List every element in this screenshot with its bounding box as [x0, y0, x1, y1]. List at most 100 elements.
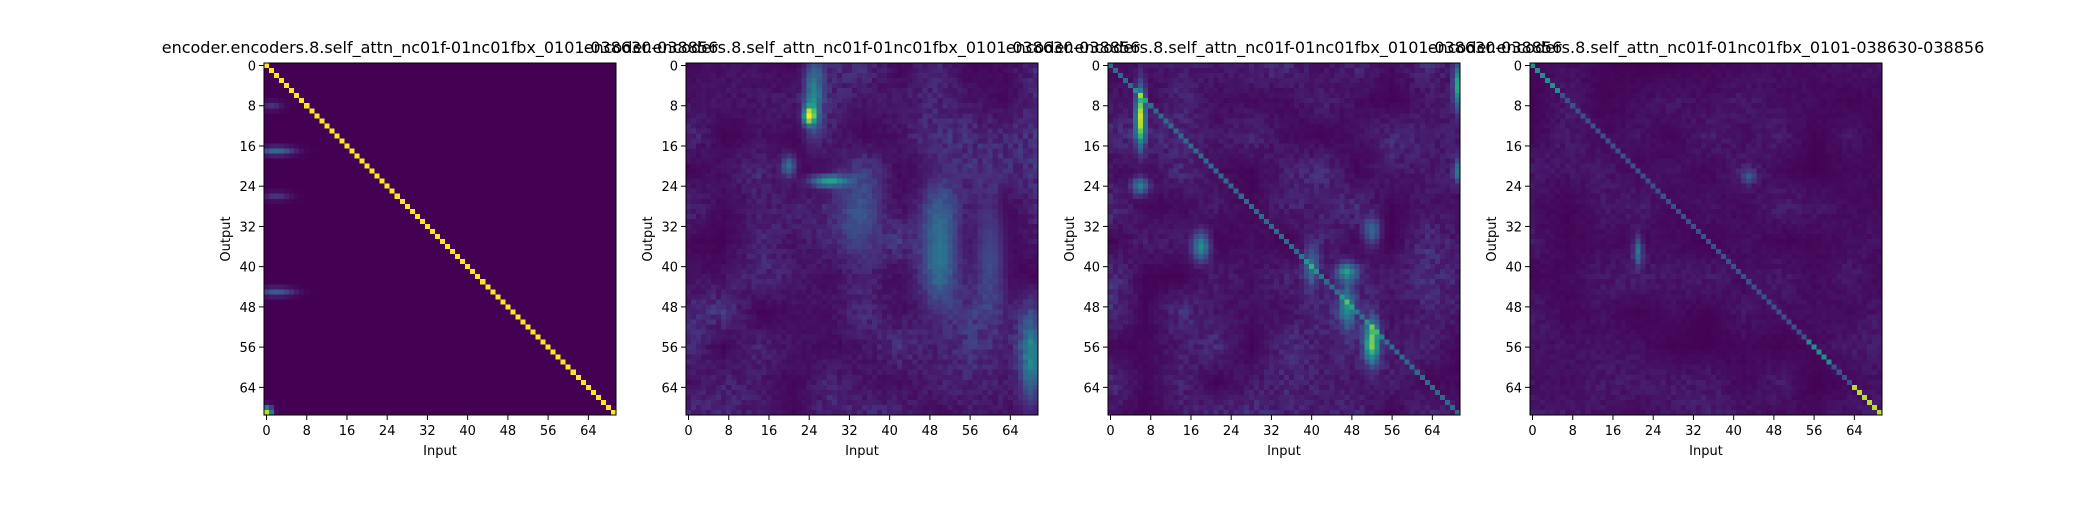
heatmap-cell	[600, 178, 607, 184]
heatmap-cell	[289, 98, 295, 104]
heatmap-cell	[304, 123, 310, 129]
heatmap-cell	[510, 163, 516, 169]
heatmap-cell	[580, 158, 587, 164]
heatmap-cell	[480, 354, 486, 360]
heatmap-cell	[419, 138, 426, 144]
heatmap-cell	[419, 324, 426, 330]
heatmap-cell	[560, 183, 567, 190]
heatmap-cell	[394, 359, 401, 366]
heatmap-cell	[470, 274, 476, 280]
heatmap-cell	[329, 334, 335, 340]
heatmap-cell	[299, 294, 305, 300]
heatmap-cell	[399, 68, 406, 74]
heatmap-cell	[465, 128, 471, 134]
heatmap-cell	[445, 329, 451, 335]
heatmap-cell	[525, 339, 531, 345]
heatmap-cell	[264, 163, 270, 169]
heatmap-cell	[374, 223, 380, 230]
heatmap-cell	[480, 138, 486, 144]
heatmap-cell	[545, 274, 551, 280]
heatmap-cell	[389, 349, 396, 355]
heatmap-cell	[349, 319, 355, 325]
heatmap-cell	[379, 103, 385, 109]
heatmap-cell	[550, 203, 556, 210]
heatmap-cell	[465, 409, 471, 416]
heatmap-cell	[299, 404, 305, 411]
heatmap-cell	[339, 289, 345, 295]
heatmap-cell	[440, 198, 446, 205]
heatmap-cell	[339, 218, 345, 225]
heatmap-cell	[445, 73, 451, 79]
heatmap-cell	[505, 133, 511, 139]
heatmap-cell	[605, 123, 612, 129]
heatmap-cell	[304, 173, 310, 179]
heatmap-cell	[510, 384, 516, 391]
heatmap-cell	[440, 218, 446, 225]
heatmap-cell	[304, 244, 310, 250]
heatmap-cell	[485, 304, 491, 310]
heatmap-cell	[460, 113, 466, 119]
heatmap-cell	[434, 208, 441, 215]
heatmap-cell	[570, 334, 577, 340]
heatmap-cell	[470, 138, 476, 144]
heatmap-cell	[605, 143, 612, 149]
heatmap-cell	[575, 193, 582, 200]
heatmap-cell	[440, 349, 446, 355]
heatmap-cell	[610, 138, 617, 144]
heatmap-cell	[299, 218, 305, 225]
heatmap-cell	[304, 369, 310, 376]
heatmap-cell	[434, 128, 441, 134]
heatmap-cell	[575, 78, 582, 84]
heatmap-cell	[384, 324, 391, 330]
heatmap-cell	[314, 208, 320, 215]
heatmap-cell	[600, 334, 607, 340]
heatmap-cell	[475, 289, 481, 295]
heatmap-cell	[304, 264, 310, 270]
heatmap-cell	[445, 409, 451, 416]
heatmap-cell	[515, 244, 521, 250]
heatmap-cell	[394, 223, 401, 230]
heatmap-cell	[424, 133, 431, 139]
heatmap-cell	[304, 329, 310, 335]
heatmap-cell	[540, 369, 546, 376]
heatmap-cell	[580, 394, 587, 401]
heatmap-cell	[600, 193, 607, 200]
heatmap-cell	[505, 168, 511, 174]
heatmap-cell	[304, 249, 310, 255]
heatmap-cell	[600, 314, 607, 320]
heatmap-cell	[314, 289, 320, 295]
heatmap-cell	[324, 153, 330, 159]
heatmap-cell	[384, 369, 391, 376]
heatmap-cell	[334, 213, 340, 220]
heatmap-cell	[299, 304, 305, 310]
heatmap-cell	[535, 183, 541, 190]
heatmap-cell	[535, 239, 541, 245]
heatmap-cell	[490, 138, 496, 144]
heatmap-cell	[424, 88, 431, 94]
heatmap-cell	[515, 203, 521, 210]
heatmap-cell	[505, 279, 511, 285]
heatmap-cell	[334, 158, 340, 164]
heatmap-cell	[314, 284, 320, 290]
heatmap-cell	[279, 193, 285, 200]
heatmap-cell	[535, 178, 541, 184]
heatmap-cell	[575, 148, 582, 154]
heatmap-cell	[470, 344, 476, 350]
heatmap-cell	[530, 73, 536, 79]
heatmap-cell	[364, 233, 370, 240]
heatmap-cell	[299, 228, 305, 235]
heatmap-cell	[424, 284, 431, 290]
heatmap-cell	[545, 299, 551, 305]
heatmap-cell	[354, 244, 360, 250]
heatmap-cell	[374, 128, 380, 134]
heatmap-cell	[364, 178, 370, 184]
heatmap-cell	[736, 63, 742, 69]
heatmap-cell	[389, 244, 396, 250]
heatmap-cell	[334, 284, 340, 290]
heatmap-cell	[344, 364, 350, 371]
heatmap-cell	[535, 349, 541, 355]
heatmap-cell	[394, 249, 401, 255]
heatmap-cell	[434, 233, 441, 240]
heatmap-cell	[389, 168, 396, 174]
heatmap-cell	[445, 128, 451, 134]
